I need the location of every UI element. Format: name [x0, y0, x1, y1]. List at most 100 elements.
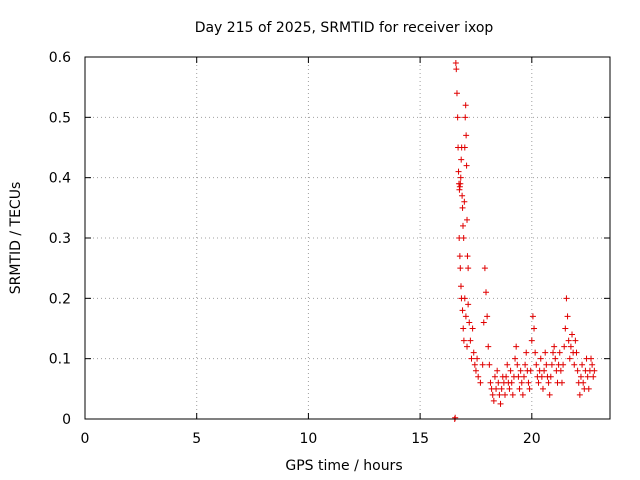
data-point-marker — [472, 367, 479, 374]
data-point-marker — [456, 235, 463, 241]
data-point-marker — [464, 253, 471, 260]
data-point-marker — [459, 204, 466, 211]
data-point-marker — [533, 361, 540, 368]
data-point-marker — [460, 325, 467, 332]
x-tick-label: 0 — [81, 431, 90, 447]
data-point-marker — [574, 367, 581, 374]
y-tick-label: 0 — [62, 412, 71, 428]
data-point-marker — [491, 373, 498, 380]
data-point-marker — [567, 343, 574, 350]
data-point-marker — [460, 222, 466, 229]
data-point-marker — [486, 361, 493, 368]
data-point-marker — [588, 355, 595, 362]
data-point-marker — [518, 379, 525, 386]
data-point-marker — [543, 361, 550, 368]
data-point-marker — [453, 66, 460, 73]
data-point-marker — [569, 331, 576, 338]
data-point-marker — [457, 283, 464, 290]
data-point-marker — [485, 343, 492, 350]
data-point-marker — [520, 373, 527, 380]
data-point-marker — [457, 180, 464, 187]
data-point-marker — [539, 385, 546, 392]
data-point-marker — [464, 216, 471, 223]
data-point-marker — [494, 367, 501, 374]
data-point-marker — [566, 355, 573, 362]
data-point-marker — [531, 325, 538, 332]
plot-frame — [84, 56, 611, 420]
x-axis-label: GPS time / hours — [285, 458, 402, 474]
data-point-marker — [504, 361, 511, 368]
data-point-marker — [517, 367, 524, 374]
data-point-marker — [496, 391, 503, 398]
data-points — [451, 60, 598, 422]
data-point-marker — [546, 391, 553, 398]
data-point-marker — [467, 337, 474, 344]
data-point-marker — [477, 379, 484, 386]
data-point-marker — [563, 295, 570, 302]
data-point-marker — [573, 349, 580, 356]
data-point-marker — [579, 361, 586, 368]
data-point-marker — [484, 313, 491, 320]
data-point-marker — [507, 367, 514, 374]
y-tick-label: 0.3 — [49, 231, 71, 247]
x-tick-label: 15 — [411, 431, 429, 447]
data-point-marker — [519, 391, 526, 398]
data-point-marker — [580, 379, 587, 386]
data-point-marker — [489, 391, 496, 398]
data-point-marker — [466, 319, 473, 326]
y-tick-label: 0.4 — [49, 171, 71, 187]
data-point-marker — [456, 253, 463, 260]
data-point-marker — [462, 102, 469, 109]
data-point-marker — [495, 379, 502, 386]
data-point-marker — [457, 174, 464, 181]
data-point-marker — [461, 144, 468, 151]
y-tick-label: 0.1 — [49, 352, 71, 368]
data-point-marker — [516, 385, 523, 392]
data-point-marker — [506, 385, 513, 392]
data-point-marker — [523, 349, 530, 356]
data-point-marker — [458, 156, 465, 163]
data-point-marker — [498, 385, 505, 392]
data-point-marker — [542, 349, 549, 356]
data-point-marker — [470, 349, 477, 356]
data-point-marker — [537, 355, 544, 362]
data-point-marker — [475, 373, 482, 380]
data-point-marker — [493, 385, 500, 392]
data-point-marker — [512, 355, 519, 362]
data-point-marker — [565, 337, 572, 344]
data-point-marker — [538, 373, 545, 380]
data-point-marker — [469, 325, 476, 332]
data-point-marker — [550, 349, 557, 356]
data-point-marker — [462, 114, 469, 121]
data-point-marker — [589, 361, 596, 368]
data-point-marker — [457, 265, 464, 272]
data-point-marker — [479, 361, 486, 368]
data-point-marker — [529, 313, 536, 320]
data-point-marker — [545, 379, 552, 386]
data-point-marker — [502, 391, 508, 398]
data-point-marker — [452, 60, 459, 67]
data-point-marker — [464, 343, 471, 350]
data-point-marker — [591, 367, 598, 374]
data-point-marker — [547, 373, 554, 380]
data-point-marker — [558, 379, 565, 386]
data-point-marker — [508, 379, 515, 386]
x-tick-label: 20 — [523, 431, 541, 447]
data-point-marker — [490, 397, 497, 404]
x-tick-label: 10 — [299, 431, 317, 447]
chart-title: Day 215 of 2025, SRMTID for receiver ixo… — [195, 20, 494, 36]
data-point-marker — [513, 343, 520, 350]
data-point-marker — [564, 313, 571, 320]
data-point-marker — [522, 361, 529, 368]
data-point-marker — [572, 337, 579, 344]
data-point-marker — [480, 319, 487, 326]
data-point-marker — [455, 168, 462, 175]
data-point-marker — [548, 361, 555, 368]
data-point-marker — [459, 192, 466, 199]
data-point-marker — [577, 373, 584, 380]
data-point-marker — [509, 391, 516, 398]
data-point-marker — [561, 343, 568, 350]
data-point-marker — [552, 355, 559, 362]
y-tick-label: 0.2 — [49, 291, 71, 307]
